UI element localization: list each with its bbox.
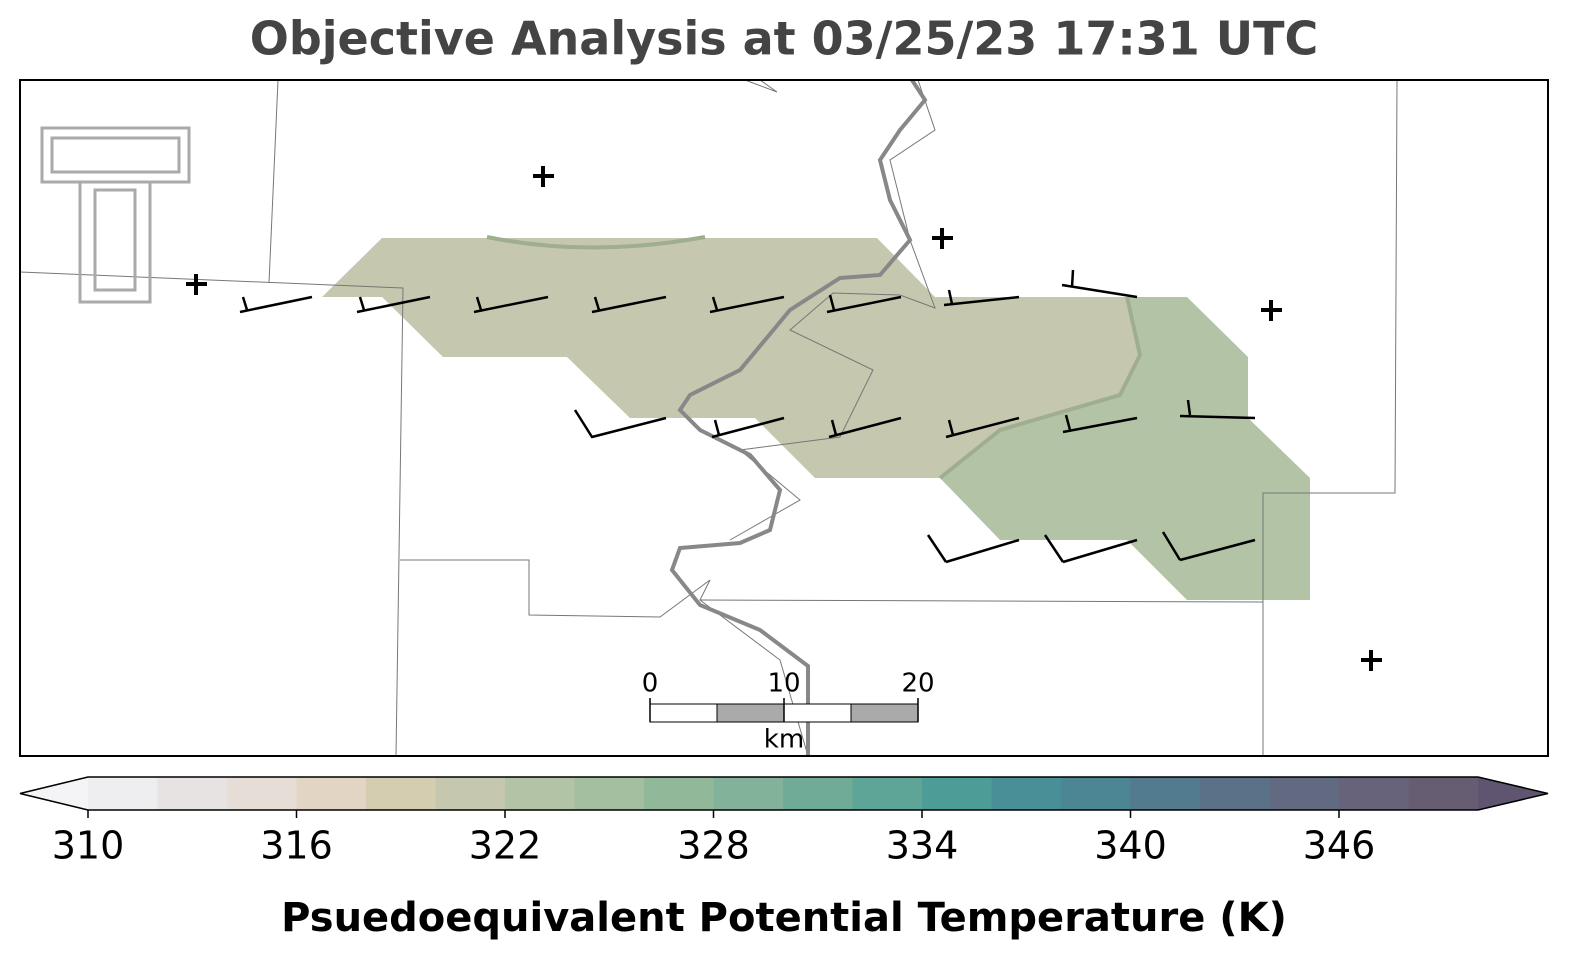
colorbar-segment — [922, 777, 992, 810]
colorbar-label: Psuedoequivalent Potential Temperature (… — [281, 895, 1287, 941]
colorbar-segment — [852, 777, 923, 810]
colorbar-segment — [1200, 777, 1270, 810]
river — [669, 78, 928, 756]
scale-segment — [716, 703, 785, 723]
colorbar-segment — [227, 777, 297, 810]
station-markers — [186, 166, 1382, 671]
colorbar-segment — [157, 777, 228, 810]
scale-segment — [649, 703, 718, 723]
map-frame — [19, 79, 1549, 757]
logo — [40, 126, 191, 304]
colorbar-segment — [991, 777, 1062, 810]
colorbar: 310 316 322 328 334 340 346 Psuedoequivalent Po… — [19, 776, 1549, 941]
colorbar-extension — [1478, 777, 1548, 810]
scale-tick-label: 0 — [642, 669, 659, 699]
colorbar-tick-label: 346 — [1303, 824, 1376, 868]
scale-tick-label: 10 — [767, 669, 800, 699]
colorbar-segment — [296, 777, 367, 810]
scale-segment — [783, 703, 852, 723]
colorbar-segment — [1130, 777, 1201, 810]
colorbar-segment — [713, 777, 784, 810]
colorbar-segment — [1061, 777, 1131, 810]
colorbar-tick-label: 322 — [469, 824, 542, 868]
colorbar-segment — [505, 777, 575, 810]
colorbar-tick-label: 310 — [52, 824, 125, 868]
colorbar-tick-label: 328 — [677, 824, 750, 868]
boundaries — [19, 79, 1398, 757]
scale-bar: 0 10 20 km — [642, 669, 935, 755]
scale-tick-label: 20 — [901, 669, 934, 699]
wind-barbs — [239, 269, 1256, 564]
colorbar-segment — [435, 777, 506, 810]
theta-e-region — [322, 238, 1140, 478]
colorbar-segment — [783, 777, 853, 810]
scale-segment — [850, 703, 919, 723]
colorbar-segment — [644, 777, 714, 810]
colorbar-tick-label: 340 — [1094, 824, 1167, 868]
colorbar-segment — [1408, 777, 1479, 810]
colorbar-segment — [574, 777, 645, 810]
colorbar-segment — [366, 777, 436, 810]
scale-unit: km — [764, 725, 804, 755]
colorbar-tick-label: 316 — [260, 824, 333, 868]
colorbar-segment — [88, 777, 158, 810]
colorbar-segment — [1339, 777, 1409, 810]
colorbar-tick-label: 334 — [886, 824, 959, 868]
title: Objective Analysis at 03/25/23 17:31 UTC — [250, 12, 1319, 66]
colorbar-extension — [20, 777, 88, 810]
map: 0 10 20 km — [19, 78, 1549, 757]
colorbar-segment — [1269, 777, 1340, 810]
theta-e-region — [940, 297, 1310, 600]
contour — [486, 235, 1143, 480]
